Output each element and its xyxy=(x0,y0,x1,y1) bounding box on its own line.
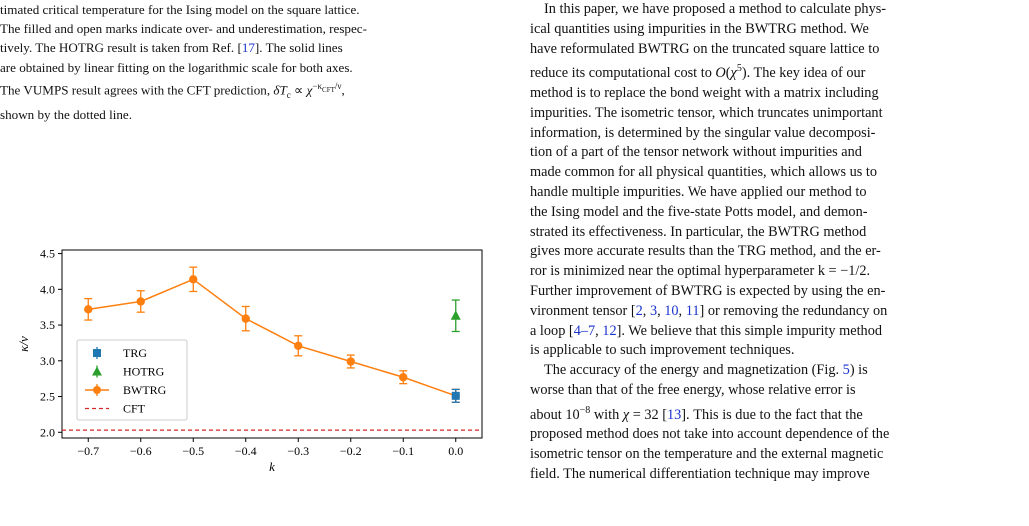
x-tick-label: −0.4 xyxy=(235,444,257,458)
x-tick-label: −0.2 xyxy=(340,444,362,458)
y-tick-label: 3.0 xyxy=(40,354,55,368)
text-line: a loop [4–7, 12]. We believe that this s… xyxy=(530,322,883,339)
x-tick-label: −0.1 xyxy=(392,444,414,458)
caption-line-3: tively. The HOTRG result is taken from R… xyxy=(0,40,343,56)
citation-link[interactable]: 2 xyxy=(635,302,643,319)
citation-link[interactable]: 3 xyxy=(649,302,658,319)
text-line: method is to replace the bond weight wit… xyxy=(530,84,879,101)
text-line: gives more accurate results than the TRG… xyxy=(530,243,881,260)
bwtrg-point xyxy=(189,275,198,284)
text-line: tion of a part of the tensor network wit… xyxy=(530,144,862,161)
text-line: The accuracy of the energy and magnetiza… xyxy=(544,362,868,379)
figure-link-5[interactable]: 5 xyxy=(842,362,850,379)
figure-caption: timated critical temperature for the Isi… xyxy=(0,0,500,124)
bwtrg-line xyxy=(88,278,457,397)
y-tick-label: 2.5 xyxy=(40,390,55,404)
text-line: vironment tensor [2, 3, 10, 11] or remov… xyxy=(530,302,888,319)
text-line: made common for all physical quantities,… xyxy=(530,164,878,181)
x-tick-label: −0.6 xyxy=(130,444,152,458)
y-tick-label: 4.0 xyxy=(40,282,55,296)
legend-label-trg: TRG xyxy=(123,346,147,360)
y-tick-label: 4.5 xyxy=(40,247,55,261)
citation-link[interactable]: 10 xyxy=(664,302,679,319)
bwtrg-point xyxy=(346,357,355,366)
bwtrg-point xyxy=(294,341,303,350)
text-line: impurities. The isometric tensor, which … xyxy=(530,104,883,121)
caption-line-4: are obtained by linear fitting on the lo… xyxy=(0,59,353,75)
x-tick-label: −0.3 xyxy=(287,444,309,458)
text-line: ror is minimized near the optimal hyperp… xyxy=(530,263,871,280)
legend-box xyxy=(76,339,188,421)
plot-frame xyxy=(61,249,483,439)
legend-trg-marker xyxy=(93,349,101,357)
caption-line-2: The filled and open marks indicate over-… xyxy=(0,21,367,37)
text-line: Further improvement of BWTRG is expected… xyxy=(530,282,886,299)
text-line: field. The numerical differentiation tec… xyxy=(530,465,870,482)
y-tick-label: 3.5 xyxy=(40,318,55,332)
citation-link[interactable]: 4–7 xyxy=(573,322,596,339)
trg-point xyxy=(451,391,460,400)
bwtrg-point xyxy=(84,305,93,314)
x-tick-label: −0.5 xyxy=(182,444,204,458)
text-line: In this paper, we have proposed a method… xyxy=(544,1,887,17)
legend-label-cft: CFT xyxy=(123,402,146,416)
x-tick-label: −0.7 xyxy=(77,444,99,458)
legend-label-bwtrg: BWTRG xyxy=(123,383,167,397)
text-line: proposed method does not take into accou… xyxy=(530,426,890,443)
y-axis-label: κ/ν xyxy=(16,336,31,352)
y-tick-label: 2.0 xyxy=(40,425,55,439)
text-line: have reformulated BWTRG on the truncated… xyxy=(530,40,880,57)
text-line: worse than that of the free energy, whos… xyxy=(530,381,856,398)
text-line: is applicable to such improvement techni… xyxy=(530,342,795,359)
text-line: reduce its computational cost to O(χ5). … xyxy=(530,63,866,82)
text-line: isometric tensor on the temperature and … xyxy=(530,446,884,463)
hotrg-point xyxy=(450,310,461,320)
citation-link[interactable]: 13 xyxy=(667,406,682,423)
bwtrg-point xyxy=(136,297,145,306)
text-line: the Ising model and the five-state Potts… xyxy=(530,203,868,220)
x-tick-label: 0.0 xyxy=(448,444,463,458)
text-line: ical quantities using impurities in the … xyxy=(530,20,869,37)
text-line: strated its effectiveness. In particular… xyxy=(530,223,867,240)
citation-link[interactable]: 11 xyxy=(685,302,700,319)
caption-line-5: The VUMPS result agrees with the CFT pre… xyxy=(0,80,345,100)
text-line: handle multiple impurities. We have appl… xyxy=(530,183,867,200)
legend-label-hotrg: HOTRG xyxy=(123,365,165,379)
legend-hotrg-marker xyxy=(92,366,102,376)
text-line: information, is determined by the singul… xyxy=(530,124,876,141)
caption-line-6: shown by the dotted line. xyxy=(0,106,133,122)
x-axis-label: k xyxy=(269,459,275,474)
legend-bwtrg-marker xyxy=(93,386,101,394)
citation-link[interactable]: 12 xyxy=(602,322,617,339)
caption-line-1: timated critical temperature for the Isi… xyxy=(0,2,360,17)
conclusion-text: In this paper, we have proposed a method… xyxy=(530,0,1027,485)
kappa-nu-chart: −0.7 −0.6 −0.5 −0.4 −0.3 −0.2 −0.1 0.0 2.0 2.5 3.0… xyxy=(0,240,500,521)
citation-link-17[interactable]: 17 xyxy=(241,40,255,56)
bwtrg-point xyxy=(241,314,250,323)
text-line: about 10−8 with χ = 32 [13]. This is due… xyxy=(530,404,863,423)
bwtrg-point xyxy=(399,373,408,382)
